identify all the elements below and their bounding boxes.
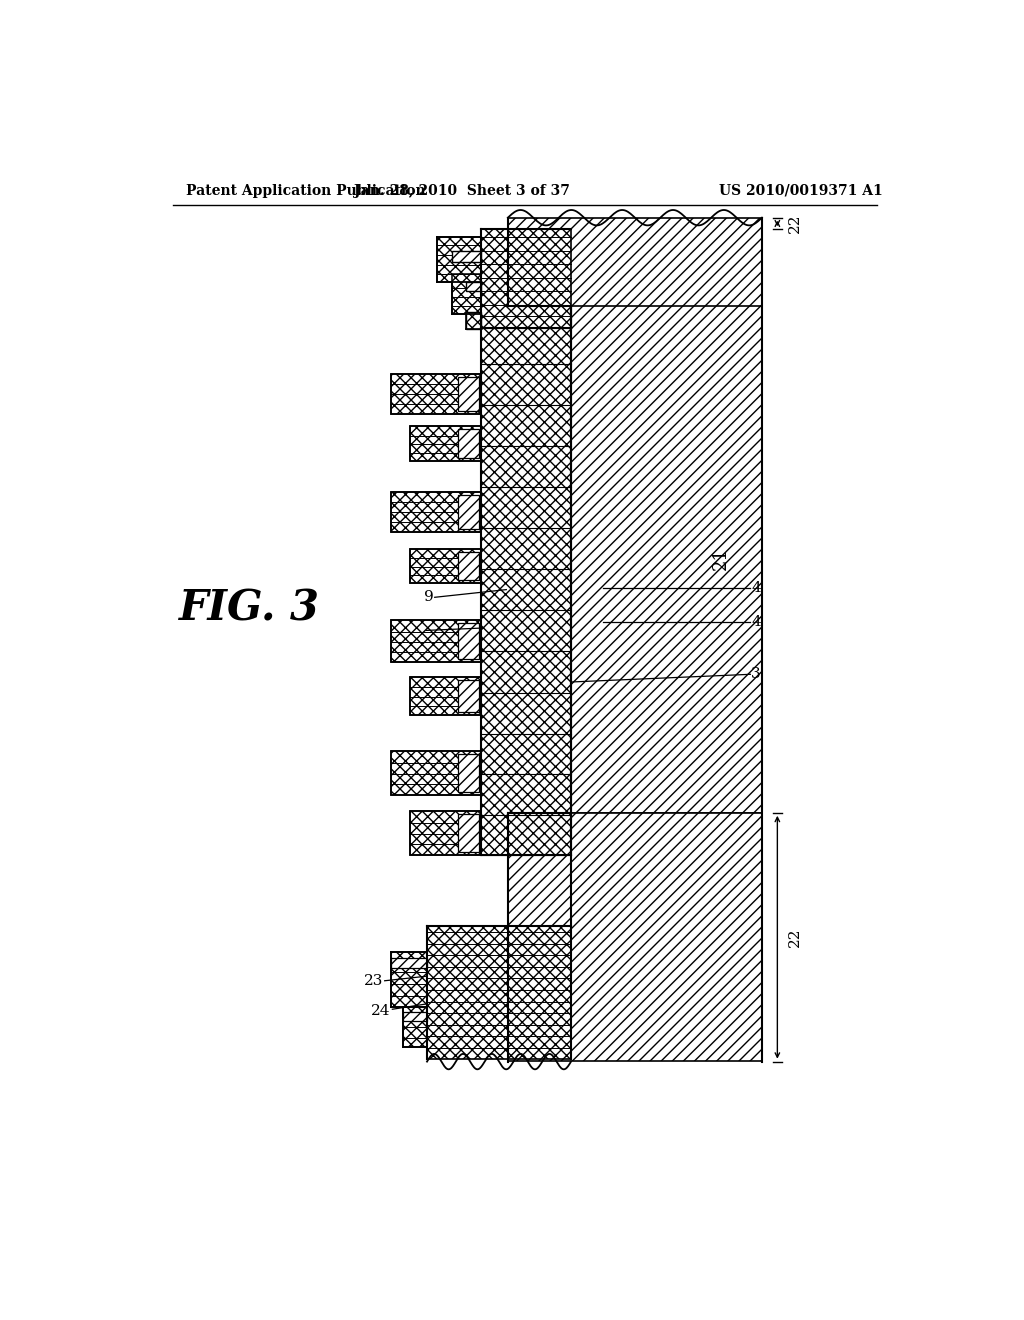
Polygon shape <box>403 1007 427 1047</box>
Bar <box>391 492 481 532</box>
Polygon shape <box>427 927 571 1059</box>
Polygon shape <box>453 251 481 263</box>
Text: 4: 4 <box>752 615 761 628</box>
Polygon shape <box>458 623 479 659</box>
Polygon shape <box>410 426 481 461</box>
Bar <box>481 230 571 327</box>
Bar <box>410 810 481 855</box>
Polygon shape <box>508 813 762 1061</box>
Polygon shape <box>391 751 481 795</box>
Text: Patent Application Publication: Patent Application Publication <box>186 183 426 198</box>
Text: 22: 22 <box>788 214 802 234</box>
Polygon shape <box>391 492 481 532</box>
Polygon shape <box>458 813 479 853</box>
Polygon shape <box>391 952 427 1007</box>
Polygon shape <box>453 275 481 314</box>
Polygon shape <box>458 378 479 411</box>
Text: 22: 22 <box>788 928 802 946</box>
Polygon shape <box>410 549 481 583</box>
Polygon shape <box>508 218 762 306</box>
Polygon shape <box>458 680 479 711</box>
Bar <box>410 677 481 715</box>
Polygon shape <box>391 958 427 969</box>
Text: 4: 4 <box>752 581 761 595</box>
Text: 7: 7 <box>416 623 425 638</box>
Polygon shape <box>458 495 479 529</box>
Bar <box>391 751 481 795</box>
Text: Jan. 28, 2010  Sheet 3 of 37: Jan. 28, 2010 Sheet 3 of 37 <box>353 183 569 198</box>
Polygon shape <box>403 1011 427 1020</box>
Polygon shape <box>458 429 479 458</box>
Text: 21: 21 <box>712 548 729 570</box>
Bar <box>410 426 481 461</box>
Bar <box>391 374 481 414</box>
Polygon shape <box>391 619 481 663</box>
Text: 23: 23 <box>364 974 383 987</box>
Bar <box>410 549 481 583</box>
Polygon shape <box>481 327 571 855</box>
Text: US 2010/0019371 A1: US 2010/0019371 A1 <box>719 183 883 198</box>
Text: 24: 24 <box>372 1003 391 1018</box>
Bar <box>481 306 571 855</box>
Polygon shape <box>466 313 481 330</box>
Polygon shape <box>437 238 481 281</box>
Text: 3: 3 <box>752 668 761 681</box>
Polygon shape <box>458 755 479 792</box>
Bar <box>391 619 481 663</box>
Polygon shape <box>410 677 481 715</box>
Polygon shape <box>458 552 479 581</box>
Polygon shape <box>466 281 481 290</box>
Polygon shape <box>391 374 481 414</box>
Text: 9: 9 <box>424 590 434 605</box>
Polygon shape <box>481 230 571 327</box>
Text: FIG. 3: FIG. 3 <box>179 587 321 630</box>
Polygon shape <box>410 810 481 855</box>
Polygon shape <box>571 305 762 813</box>
